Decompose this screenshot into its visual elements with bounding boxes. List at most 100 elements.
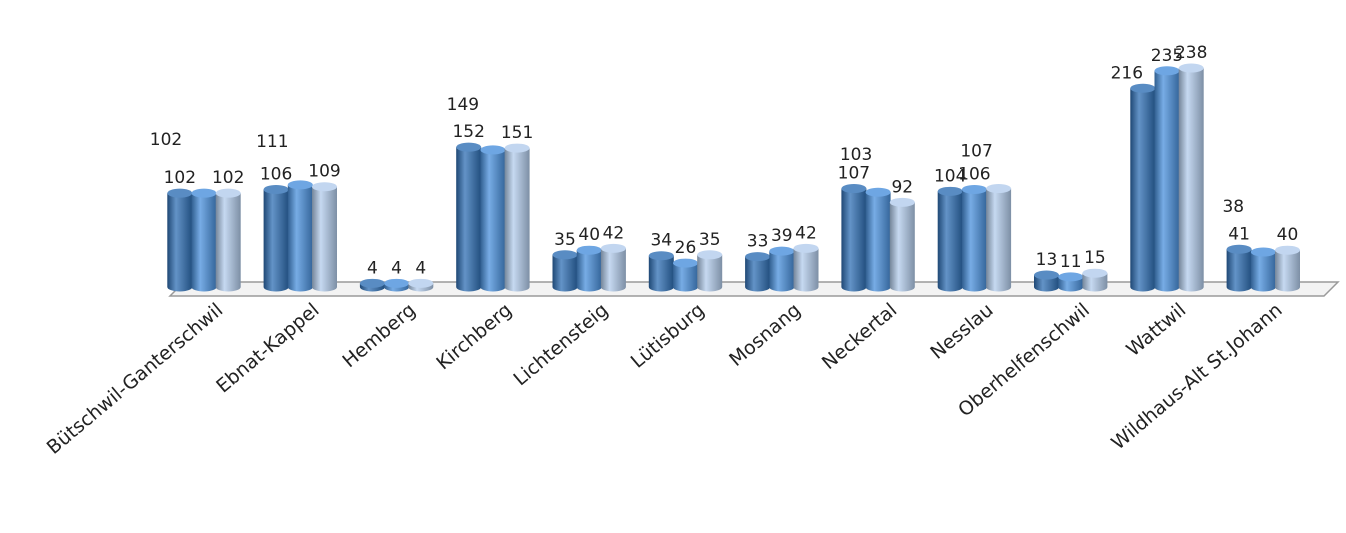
value-label: 216: [1111, 63, 1143, 83]
category-label: Neckertal: [818, 299, 902, 374]
bar-2-2: [408, 278, 434, 292]
bar-body: [1275, 250, 1300, 292]
bar-cap: [1226, 244, 1252, 254]
value-label: 92: [891, 177, 913, 197]
bar-cap: [1154, 66, 1180, 76]
bar-2-0: [359, 278, 385, 292]
bar-body: [1154, 70, 1180, 292]
category-label: Lichtensteig: [509, 299, 612, 390]
bar-4-0: [552, 250, 578, 292]
bar-body: [1082, 273, 1108, 292]
bar-9-1: [1058, 272, 1084, 292]
value-label: 26: [675, 238, 697, 258]
bar-0-0: [167, 188, 193, 292]
value-label: 106: [260, 164, 292, 184]
bar-5-1: [673, 258, 698, 292]
bar-cap: [648, 251, 674, 261]
bar-0-2: [215, 188, 241, 292]
bar-cap: [1178, 63, 1204, 73]
value-label: 35: [554, 230, 576, 250]
bar-7-1: [865, 187, 891, 292]
bar-9-0: [1034, 270, 1059, 292]
bar-6-0: [745, 252, 771, 292]
value-label: 238: [1175, 43, 1207, 63]
bar-cap: [1250, 247, 1276, 257]
bar-0-1: [191, 188, 217, 292]
bar-body: [1130, 88, 1156, 292]
category-label: Ebnat-Kappel: [212, 299, 323, 397]
value-label: 40: [1277, 225, 1299, 245]
bar-cap: [697, 250, 723, 260]
value-label: 42: [603, 223, 625, 243]
bar-cap: [793, 243, 819, 253]
category-label: Nesslau: [926, 299, 997, 364]
value-label: 106: [958, 164, 990, 184]
bar-body: [841, 188, 867, 292]
value-label: 33: [747, 232, 769, 252]
bar-body: [889, 202, 915, 292]
value-label: 13: [1036, 250, 1058, 270]
bar-cap: [359, 278, 385, 288]
category-label: Lütisburg: [627, 299, 709, 373]
bar-body: [263, 189, 289, 292]
value-label: 34: [650, 231, 672, 251]
bar-6-2: [793, 243, 819, 292]
bar-body: [215, 193, 241, 292]
bar-body: [480, 149, 506, 292]
value-label: 4: [367, 258, 378, 278]
bar-cap: [215, 188, 241, 198]
value-label: 15: [1084, 248, 1106, 268]
bar-body: [793, 248, 819, 292]
bar-body: [1226, 249, 1252, 292]
value-label: 102: [150, 130, 182, 150]
bar-cap: [1130, 83, 1156, 93]
bar-cap: [961, 184, 987, 194]
category-label: Wildhaus-Alt St.Johann: [1107, 299, 1286, 454]
bar-body: [576, 250, 602, 292]
bar-body: [287, 184, 313, 292]
bars-layer: [167, 63, 1300, 292]
bar-cap: [1058, 272, 1084, 282]
bar-body: [1178, 68, 1204, 292]
bar-body: [1250, 252, 1276, 292]
bar-3-0: [456, 142, 482, 292]
bar-3-2: [504, 143, 530, 292]
bar-cap: [384, 278, 410, 288]
bar-8-2: [986, 184, 1012, 292]
value-label: 42: [795, 223, 817, 243]
bar-4-2: [600, 243, 626, 292]
bar-11-1: [1250, 247, 1276, 292]
bar-10-0: [1130, 83, 1156, 292]
value-label: 109: [308, 162, 340, 182]
bar-8-1: [961, 184, 987, 292]
bar-cap: [312, 182, 337, 192]
value-label: 104: [934, 166, 966, 186]
bar-cap: [287, 180, 313, 190]
value-label: 35: [699, 230, 721, 250]
bar-body: [312, 186, 337, 292]
bar-body: [673, 263, 698, 292]
value-label: 107: [838, 164, 870, 184]
bar-cap: [865, 187, 891, 197]
bar-body: [648, 255, 674, 292]
bar-cap: [600, 243, 626, 253]
bar-8-0: [937, 186, 963, 292]
bar-cap: [841, 184, 867, 194]
bar-body: [865, 192, 891, 292]
value-label: 11: [1060, 252, 1082, 272]
value-label: 149: [447, 95, 479, 115]
value-label: 235: [1151, 46, 1183, 66]
category-label: Hemberg: [338, 299, 419, 372]
bar-4-1: [576, 245, 602, 292]
bar-cap: [480, 145, 506, 155]
bar-cap: [1275, 245, 1300, 255]
bar-cap: [576, 245, 602, 255]
bar-cap: [167, 188, 193, 198]
bar-cap: [986, 184, 1012, 194]
bar-cap: [673, 258, 698, 268]
bar-9-2: [1082, 268, 1108, 292]
bar-body: [961, 189, 987, 292]
category-label: Wattwil: [1122, 299, 1190, 361]
bar-cap: [263, 184, 289, 194]
bar-7-0: [841, 184, 867, 292]
